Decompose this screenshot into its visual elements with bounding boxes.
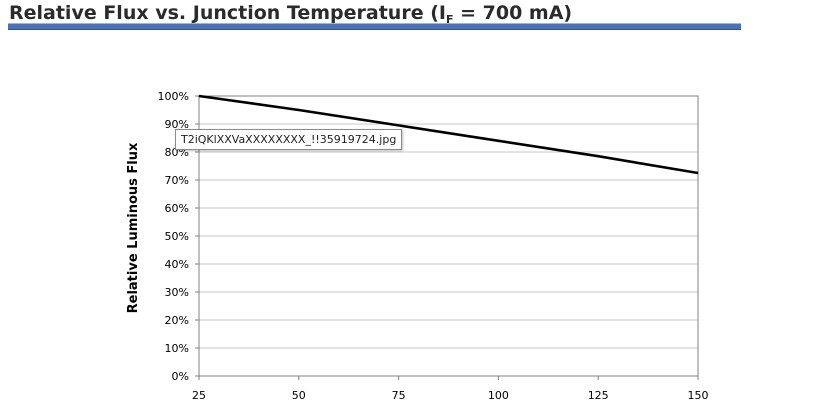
data-point xyxy=(597,155,599,157)
y-tick-label: 0% xyxy=(172,370,189,383)
chart-title-subscript: F xyxy=(445,13,454,26)
y-tick-label: 50% xyxy=(165,230,189,243)
data-point xyxy=(398,124,400,126)
data-point xyxy=(298,109,300,111)
x-tick-label: 150 xyxy=(688,389,709,402)
chart-title: Relative Flux vs. Junction Temperature (… xyxy=(9,0,572,26)
chart-title-main: Relative Flux vs. Junction Temperature (… xyxy=(9,2,446,24)
data-point xyxy=(497,140,499,142)
x-tick-label: 100 xyxy=(488,389,509,402)
y-tick-label: 90% xyxy=(165,118,189,131)
y-tick-label: 40% xyxy=(165,258,189,271)
x-tick-label: 125 xyxy=(588,389,609,402)
data-point xyxy=(198,95,200,97)
plot-border xyxy=(198,95,699,377)
y-tick-label: 70% xyxy=(165,174,189,187)
y-tick-label: 20% xyxy=(165,314,189,327)
y-tick-label: 30% xyxy=(165,286,189,299)
x-tick-label: 75 xyxy=(392,389,406,402)
y-tick-label: 100% xyxy=(158,90,189,103)
chart-title-tail: = 700 mA) xyxy=(453,2,573,24)
y-tick-label: 10% xyxy=(165,342,189,355)
title-underline-bar xyxy=(8,23,741,30)
y-tick-label: 60% xyxy=(165,202,189,215)
series-line xyxy=(198,94,699,175)
data-point xyxy=(697,172,699,174)
x-tick-label: 25 xyxy=(192,389,206,402)
y-axis-title: Relative Luminous Flux xyxy=(126,142,141,313)
x-tick-label: 50 xyxy=(292,389,306,402)
filename-tooltip: T2iQKlXXVaXXXXXXXX_!!35919724.jpg xyxy=(175,129,403,150)
